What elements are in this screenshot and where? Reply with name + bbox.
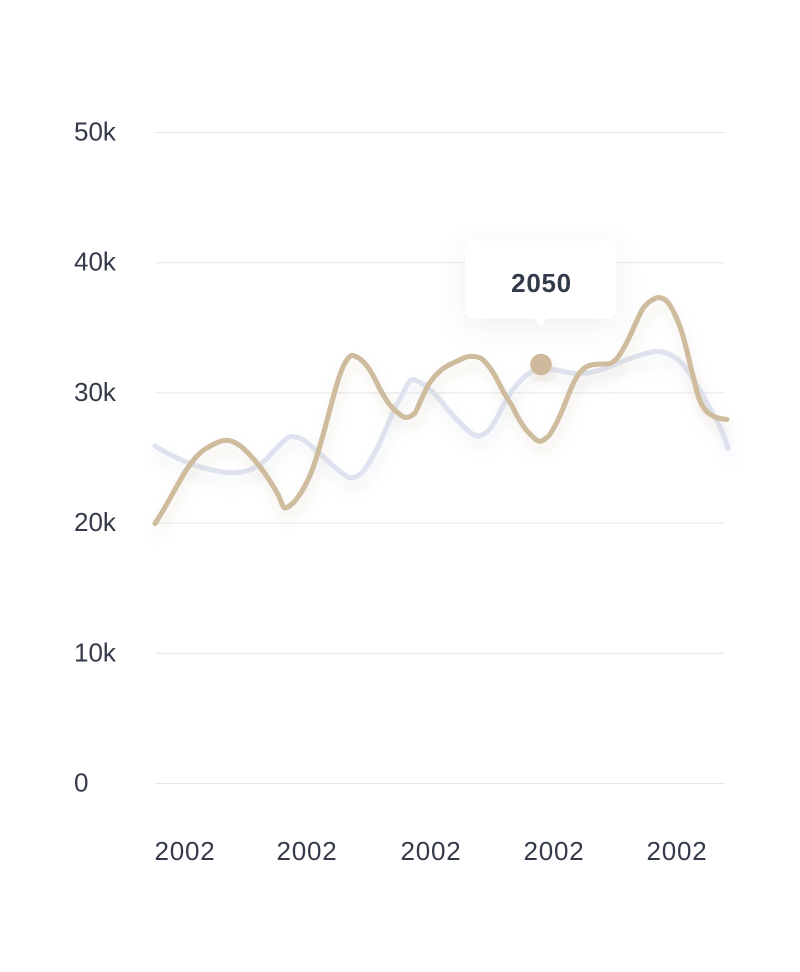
- svg-text:30k: 30k: [74, 377, 117, 407]
- svg-text:2002: 2002: [523, 836, 584, 866]
- svg-text:2002: 2002: [400, 836, 461, 866]
- svg-text:10k: 10k: [74, 637, 117, 667]
- svg-text:0: 0: [74, 768, 88, 798]
- svg-text:2002: 2002: [276, 836, 337, 866]
- svg-text:2002: 2002: [154, 836, 215, 866]
- svg-text:40k: 40k: [74, 247, 117, 277]
- svg-text:2050: 2050: [511, 268, 572, 298]
- svg-text:20k: 20k: [74, 507, 117, 537]
- svg-text:2002: 2002: [646, 836, 707, 866]
- svg-text:50k: 50k: [74, 117, 117, 147]
